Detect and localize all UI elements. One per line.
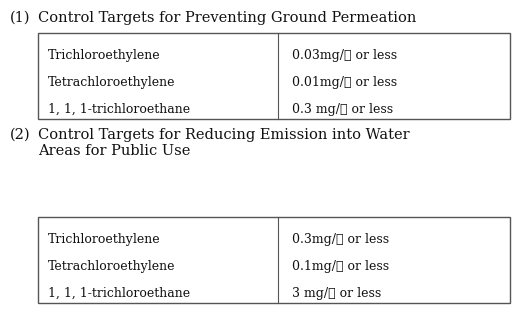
Text: Control Targets for Preventing Ground Permeation: Control Targets for Preventing Ground Pe… (38, 11, 417, 25)
Text: 0.3 mg/ℓ or less: 0.3 mg/ℓ or less (292, 103, 393, 116)
Text: Control Targets for Reducing Emission into Water: Control Targets for Reducing Emission in… (38, 128, 410, 142)
Text: 0.01mg/ℓ or less: 0.01mg/ℓ or less (292, 76, 397, 89)
Text: (2): (2) (10, 128, 31, 142)
Text: 0.1mg/ℓ or less: 0.1mg/ℓ or less (292, 260, 389, 273)
Text: 3 mg/ℓ or less: 3 mg/ℓ or less (292, 287, 381, 300)
Text: Tetrachloroethylene: Tetrachloroethylene (48, 76, 176, 89)
Text: 0.03mg/ℓ or less: 0.03mg/ℓ or less (292, 49, 397, 62)
Text: Trichloroethylene: Trichloroethylene (48, 49, 161, 62)
Text: 1, 1, 1-trichloroethane: 1, 1, 1-trichloroethane (48, 287, 190, 300)
Bar (38, 217, 510, 303)
Text: 0.3mg/ℓ or less: 0.3mg/ℓ or less (292, 233, 389, 246)
Text: Tetrachloroethylene: Tetrachloroethylene (48, 260, 176, 273)
Text: Areas for Public Use: Areas for Public Use (38, 144, 190, 158)
Text: (1): (1) (10, 11, 31, 25)
Text: Trichloroethylene: Trichloroethylene (48, 233, 161, 246)
Bar (38, 33, 510, 119)
Text: 1, 1, 1-trichloroethane: 1, 1, 1-trichloroethane (48, 103, 190, 116)
